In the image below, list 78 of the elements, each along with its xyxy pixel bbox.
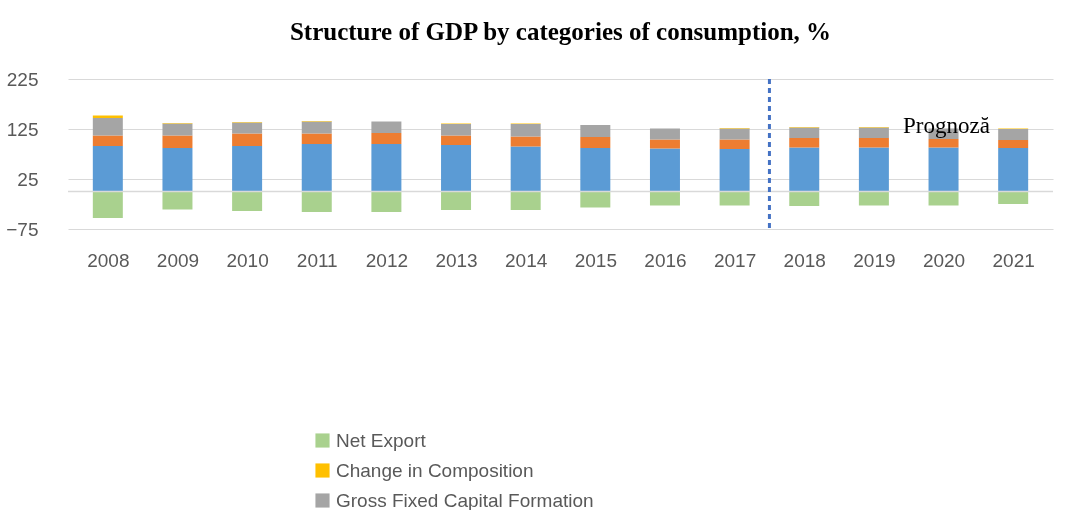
bar bbox=[580, 125, 611, 137]
bar bbox=[928, 191, 959, 206]
x-tick-label: 2020 bbox=[922, 249, 966, 271]
bar bbox=[162, 191, 193, 210]
bar bbox=[649, 191, 680, 206]
bar bbox=[301, 133, 332, 144]
bar bbox=[441, 145, 472, 192]
bar bbox=[301, 191, 332, 212]
bar bbox=[649, 148, 680, 192]
x-tick-label: 2021 bbox=[992, 249, 1035, 271]
bar bbox=[232, 191, 263, 211]
bar bbox=[92, 118, 123, 136]
bar bbox=[928, 139, 959, 148]
x-tick-label: 2019 bbox=[853, 249, 896, 271]
y-tick-label: 225 bbox=[6, 68, 39, 90]
x-tick-label: 2009 bbox=[156, 249, 200, 271]
bar bbox=[580, 148, 611, 192]
x-tick-label: 2012 bbox=[365, 249, 409, 271]
bar bbox=[580, 191, 611, 208]
bar bbox=[441, 191, 472, 210]
x-tick-label: 2008 bbox=[87, 249, 130, 271]
bar bbox=[441, 135, 472, 145]
y-tick-label: 125 bbox=[6, 118, 39, 140]
annotation: Prognoză bbox=[903, 113, 990, 138]
bar bbox=[162, 148, 193, 192]
bar bbox=[928, 147, 959, 192]
bar bbox=[510, 146, 541, 192]
bar bbox=[162, 135, 193, 148]
bar bbox=[789, 138, 820, 148]
x-tick-label: 2016 bbox=[644, 249, 687, 271]
bar bbox=[858, 191, 889, 206]
bar bbox=[232, 133, 263, 146]
legend-label: Change in Composition bbox=[336, 459, 534, 481]
bar bbox=[510, 191, 541, 210]
y-tick-label: −75 bbox=[6, 218, 39, 240]
x-tick-label: 2010 bbox=[226, 249, 269, 271]
bar bbox=[92, 135, 123, 146]
bar bbox=[719, 128, 750, 140]
bar bbox=[510, 124, 541, 137]
bar bbox=[998, 148, 1029, 192]
bar bbox=[998, 140, 1029, 148]
bar bbox=[719, 191, 750, 206]
bar bbox=[92, 191, 123, 218]
bar bbox=[162, 123, 193, 136]
chart-title: Structure of GDP by categories of consumption, % bbox=[289, 18, 832, 45]
x-tick-label: 2013 bbox=[435, 249, 478, 271]
bar bbox=[719, 149, 750, 192]
bar bbox=[371, 133, 402, 144]
x-tick-label: 2018 bbox=[783, 249, 826, 271]
bar bbox=[858, 138, 889, 148]
bar bbox=[441, 124, 472, 136]
bar bbox=[789, 147, 820, 192]
bar bbox=[301, 144, 332, 192]
bar bbox=[510, 136, 541, 147]
legend-label: Net Export bbox=[336, 429, 427, 451]
bar bbox=[789, 127, 820, 138]
bar bbox=[232, 122, 263, 134]
bar bbox=[371, 144, 402, 192]
bar bbox=[998, 191, 1029, 204]
bar bbox=[858, 147, 889, 192]
bar bbox=[649, 128, 680, 140]
x-tick-label: 2014 bbox=[505, 249, 548, 271]
bar bbox=[719, 139, 750, 149]
bar bbox=[858, 127, 889, 138]
bar bbox=[580, 137, 611, 148]
x-tick-label: 2011 bbox=[296, 249, 338, 271]
bar bbox=[371, 121, 402, 133]
bar bbox=[371, 191, 402, 212]
y-tick-label: 25 bbox=[17, 168, 39, 190]
bar bbox=[998, 129, 1029, 140]
bar bbox=[232, 146, 263, 192]
bar bbox=[649, 139, 680, 149]
bar bbox=[789, 191, 820, 206]
bar bbox=[301, 121, 332, 134]
legend-label: Gross Fixed Capital Formation bbox=[336, 489, 594, 510]
bar bbox=[92, 146, 123, 192]
x-tick-label: 2015 bbox=[574, 249, 617, 271]
x-tick-label: 2017 bbox=[713, 249, 757, 271]
